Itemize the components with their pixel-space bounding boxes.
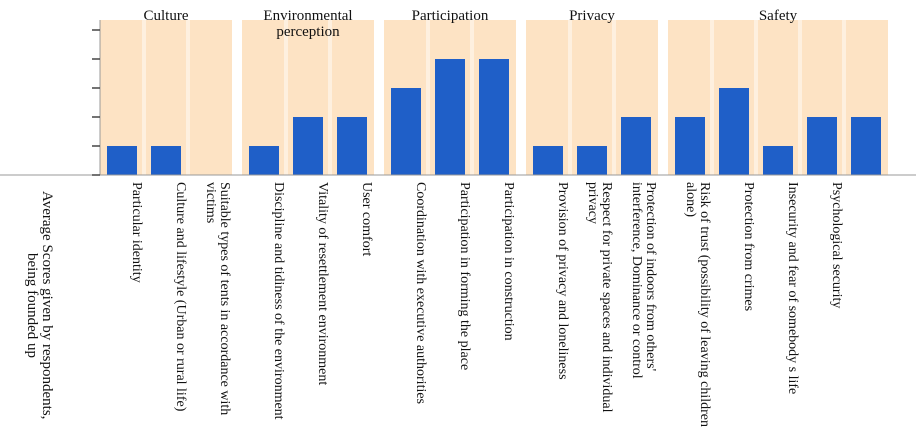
- bar: [249, 146, 279, 175]
- x-tick-label: Suitable types of tents in accordance wi…: [203, 182, 231, 416]
- x-tick-label: Psychological security: [829, 182, 843, 309]
- bar: [763, 146, 793, 175]
- x-tick-label: User comfort: [359, 182, 373, 257]
- x-tick-label: Participation in forming the place: [457, 182, 471, 371]
- bar: [533, 146, 563, 175]
- bar: [621, 117, 651, 175]
- x-tick-label: Provision of privacy and loneliness: [555, 182, 569, 380]
- y-axis-title: Average Scores given by respondents, bei…: [24, 190, 55, 420]
- bar: [479, 59, 509, 175]
- bar: [577, 146, 607, 175]
- x-tick-label: Participation in construction: [501, 182, 515, 341]
- bar: [675, 117, 705, 175]
- group-label: Privacy: [569, 8, 615, 24]
- bar: [435, 59, 465, 175]
- bar: [391, 88, 421, 175]
- group-label: Safety: [758, 8, 798, 24]
- x-tick-label: Risk of trust (possibility of leaving ch…: [683, 182, 711, 427]
- x-tick-label: Protection from crimes: [741, 182, 755, 312]
- x-tick-label: Discipline and tidiness of the environme…: [271, 182, 285, 420]
- bar: [337, 117, 367, 175]
- group-label: Culture: [143, 8, 189, 24]
- group-label: Environmental perception: [263, 8, 353, 40]
- x-tick-label: Protection of indoors from others' inter…: [629, 182, 657, 379]
- bar: [293, 117, 323, 175]
- bar: [719, 88, 749, 175]
- bar: [851, 117, 881, 175]
- bar: [151, 146, 181, 175]
- x-tick-label: Insecurity and fear of somebody s life: [785, 182, 799, 395]
- x-tick-label: Vitality of resettlement environment: [315, 182, 329, 386]
- group-label: Participation: [411, 8, 489, 24]
- x-tick-label: Culture and lifestyle (Urban or rural li…: [173, 182, 187, 412]
- bar: [107, 146, 137, 175]
- x-tick-label: Coordination with executive authorities: [413, 182, 427, 405]
- x-tick-label: Particular identity: [129, 182, 143, 283]
- x-tick-label: Respect for private spaces and individua…: [585, 182, 613, 413]
- bar: [807, 117, 837, 175]
